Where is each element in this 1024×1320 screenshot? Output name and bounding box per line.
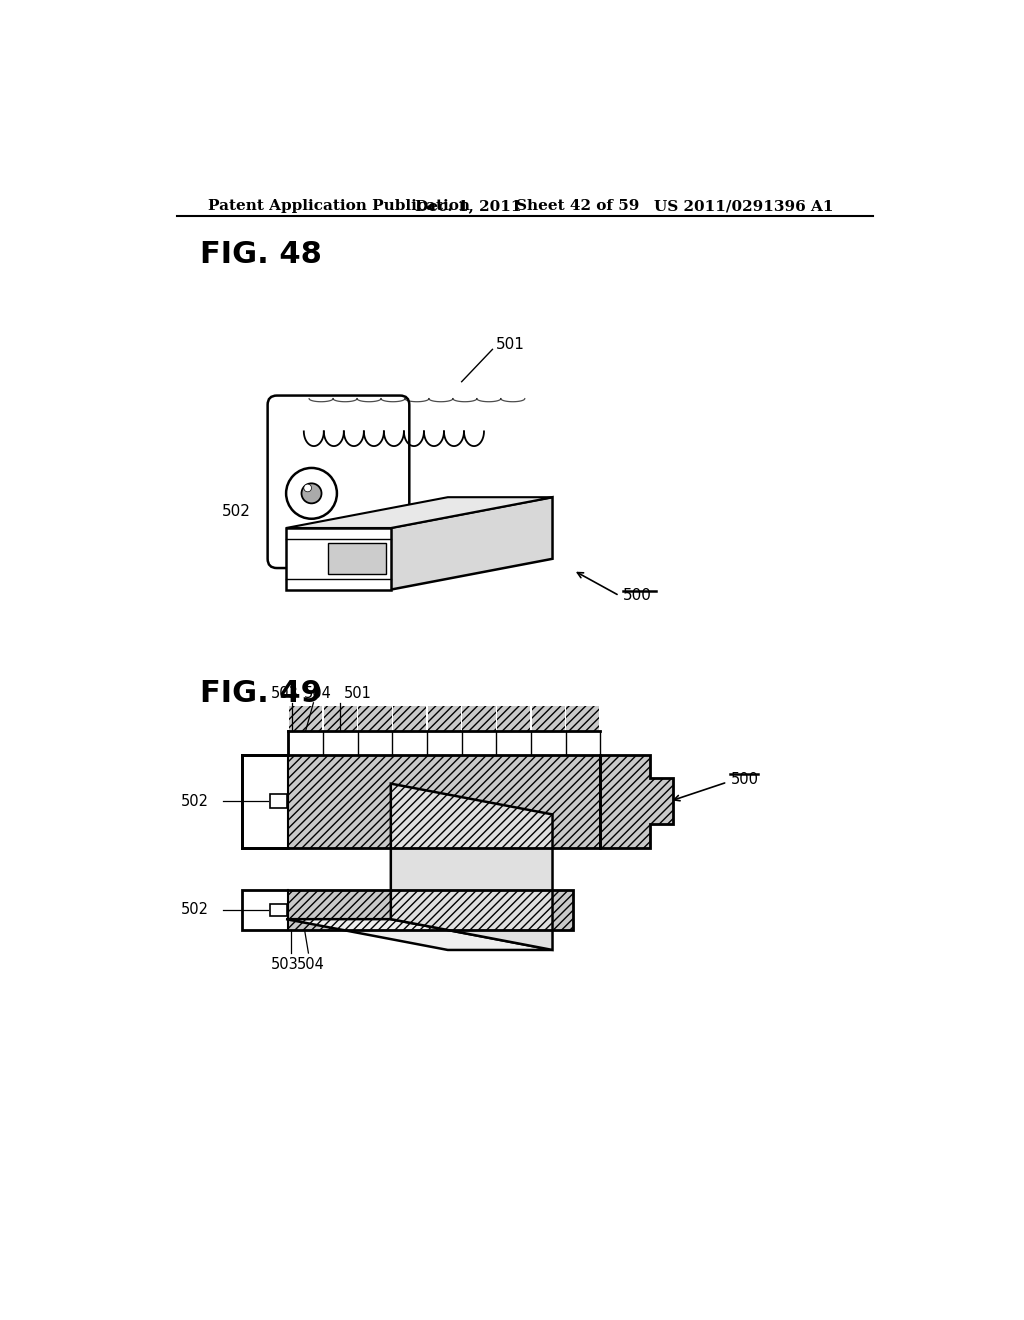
Bar <box>289 755 600 847</box>
Bar <box>243 755 600 847</box>
Text: 501: 501 <box>497 337 525 352</box>
Bar <box>289 706 323 730</box>
Bar <box>497 706 530 730</box>
Text: Sheet 42 of 59: Sheet 42 of 59 <box>515 199 639 213</box>
Bar <box>393 706 426 730</box>
Bar <box>243 890 573 929</box>
Polygon shape <box>286 919 553 950</box>
Polygon shape <box>600 755 674 847</box>
Bar <box>289 890 573 929</box>
Bar <box>324 706 357 730</box>
Polygon shape <box>391 498 553 590</box>
Polygon shape <box>391 784 553 950</box>
Bar <box>566 706 599 730</box>
Polygon shape <box>286 528 391 590</box>
Bar <box>270 795 287 808</box>
Bar <box>393 706 426 730</box>
Text: 504: 504 <box>303 686 331 701</box>
Bar <box>566 706 599 730</box>
Circle shape <box>304 484 311 492</box>
Text: Dec. 1, 2011: Dec. 1, 2011 <box>416 199 522 213</box>
Text: 503: 503 <box>270 686 298 701</box>
Text: 500: 500 <box>731 772 759 787</box>
Bar <box>358 706 391 730</box>
Text: 500: 500 <box>624 589 652 603</box>
Bar <box>497 706 530 730</box>
Text: Patent Application Publication: Patent Application Publication <box>208 199 470 213</box>
FancyBboxPatch shape <box>267 396 410 568</box>
Bar <box>289 890 573 929</box>
Text: FIG. 49: FIG. 49 <box>200 678 322 708</box>
Bar <box>358 706 391 730</box>
Circle shape <box>301 483 322 503</box>
Text: 502: 502 <box>180 903 209 917</box>
Polygon shape <box>286 498 553 528</box>
Text: US 2011/0291396 A1: US 2011/0291396 A1 <box>654 199 834 213</box>
Bar <box>428 706 461 730</box>
Bar <box>289 755 600 847</box>
Text: 504: 504 <box>297 957 325 972</box>
Bar <box>428 706 461 730</box>
Text: FIG. 48: FIG. 48 <box>200 240 322 269</box>
Circle shape <box>286 469 337 519</box>
Bar <box>463 706 496 730</box>
Bar <box>324 706 357 730</box>
Bar <box>289 706 323 730</box>
Polygon shape <box>329 544 386 574</box>
Text: 502: 502 <box>221 503 250 519</box>
Text: 502: 502 <box>180 793 209 809</box>
Bar <box>531 706 565 730</box>
Bar <box>531 706 565 730</box>
Text: 503: 503 <box>270 957 298 972</box>
Text: 501: 501 <box>344 686 372 701</box>
Bar <box>270 904 287 916</box>
Bar <box>463 706 496 730</box>
